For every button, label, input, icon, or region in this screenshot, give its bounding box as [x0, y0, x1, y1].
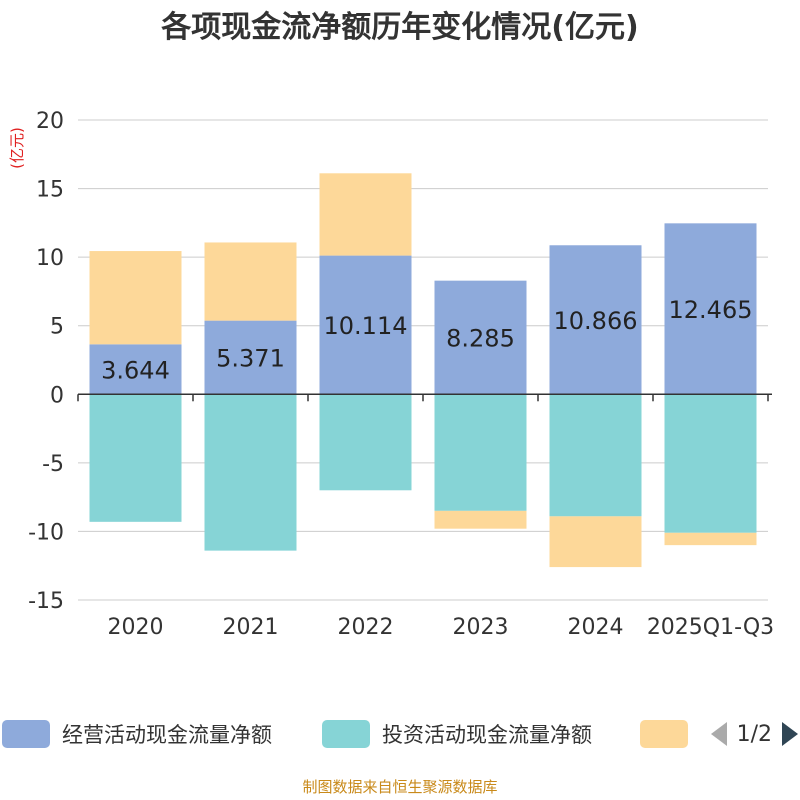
bar-2-2023: [434, 510, 527, 529]
data-label: 3.644: [101, 356, 170, 384]
bar-1-2023: [434, 394, 527, 511]
bar-1-2025Q1-Q3: [664, 394, 757, 533]
source-footer: 制图数据来自恒生聚源数据库: [302, 778, 498, 796]
data-labels: 3.644 5.371 10.114 8.285 10.866 12.465: [101, 296, 752, 384]
legend-item-operating[interactable]: 经营活动现金流量净额: [2, 718, 272, 750]
bar-chart: -15 -10 -5 0 5 10 15 20 (亿元) 2020 2021 2022 2023 2024…: [8, 109, 774, 640]
data-label: 5.371: [216, 344, 285, 372]
x-tick-label: 2021: [223, 615, 279, 640]
prev-page-icon[interactable]: [709, 721, 729, 747]
bar-0-2025Q1-Q3: [664, 223, 757, 395]
grid-lines: [78, 119, 768, 601]
legend-swatch: [2, 720, 50, 748]
x-tick-label: 2022: [338, 615, 394, 640]
y-tick-label: -10: [28, 520, 64, 545]
y-tick-label: 5: [50, 315, 64, 340]
bar-0-2020: [89, 344, 182, 395]
bar-1-2022: [319, 394, 412, 491]
legend-page-indicator: 1/2: [736, 721, 772, 747]
bar-1-2024: [549, 394, 642, 517]
bar-2-2022: [319, 173, 412, 256]
legend-label: 投资活动现金流量净额: [382, 723, 592, 747]
y-tick-label: 0: [50, 383, 64, 408]
legend-item-investing[interactable]: 投资活动现金流量净额: [322, 718, 592, 750]
bar-1-2020: [89, 394, 182, 522]
data-label: 10.114: [324, 312, 408, 340]
legend-swatch: [322, 720, 370, 748]
bar-2-2020: [89, 251, 182, 345]
data-label: 12.465: [669, 296, 753, 324]
x-tick-label: 2025Q1-Q3: [647, 615, 774, 640]
y-tick-label: 10: [36, 246, 64, 271]
x-tick-label: 2023: [453, 615, 509, 640]
bar-0-2023: [434, 280, 527, 395]
y-tick-label: -15: [28, 589, 64, 614]
legend-swatch: [640, 720, 688, 748]
bars: [89, 173, 757, 568]
bar-0-2021: [204, 320, 297, 395]
x-tick-label: 2024: [568, 615, 624, 640]
bar-2-2021: [204, 242, 297, 321]
y-tick-label: 15: [36, 178, 64, 203]
axes: -15 -10 -5 0 5 10 15 20 (亿元) 2020 2021 2022 2023 2024…: [8, 109, 774, 640]
bar-2-2025Q1-Q3: [664, 532, 757, 546]
next-page-icon[interactable]: [780, 721, 800, 747]
bar-0-2022: [319, 255, 412, 395]
y-tick-label: 20: [36, 109, 64, 134]
bar-2-2024: [549, 516, 642, 568]
legend-pager: 1/2: [709, 718, 800, 750]
legend-item-financing[interactable]: [640, 718, 700, 750]
legend-label: 经营活动现金流量净额: [62, 723, 272, 747]
data-label: 8.285: [446, 324, 515, 352]
x-tick-label: 2020: [108, 615, 164, 640]
y-tick-label: -5: [42, 452, 64, 477]
data-label: 10.866: [554, 307, 638, 335]
bar-0-2024: [549, 245, 642, 395]
bar-1-2021: [204, 394, 297, 551]
chart-title: 各项现金流净额历年变化情况(亿元): [161, 10, 639, 45]
y-axis-label: (亿元): [8, 127, 26, 169]
legend: 经营活动现金流量净额 投资活动现金流量净额 1/2: [0, 712, 800, 756]
